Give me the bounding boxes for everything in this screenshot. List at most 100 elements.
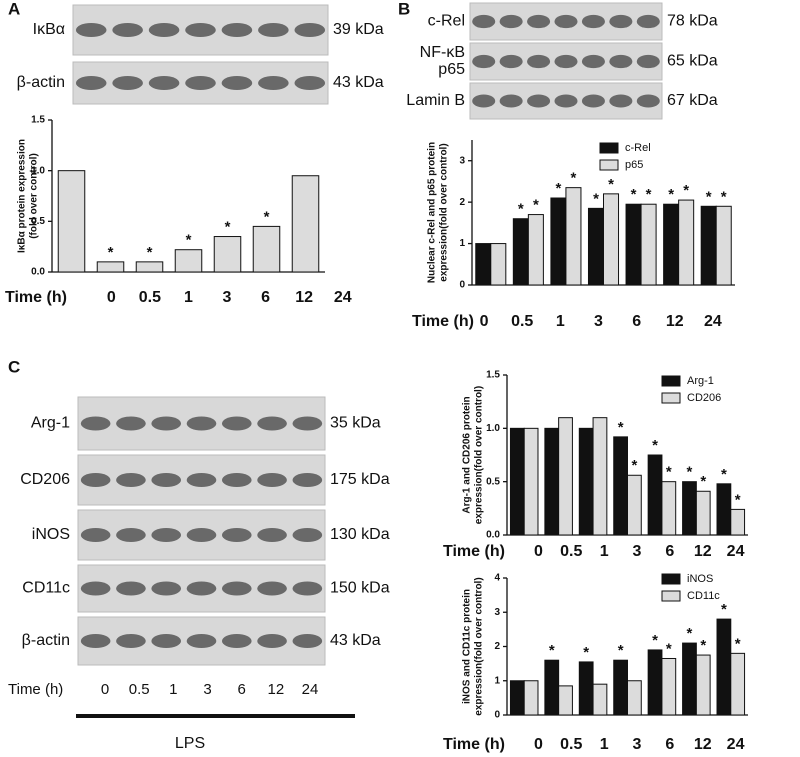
blot-band <box>554 94 578 108</box>
blot-band <box>292 581 323 596</box>
x-tick-label: 12 <box>694 543 712 560</box>
blot-band <box>186 634 217 648</box>
blot-band <box>499 14 523 29</box>
bar <box>700 205 717 286</box>
blot-band <box>609 54 633 69</box>
blot-label: c-Rel <box>428 13 465 30</box>
blot-band <box>80 528 111 542</box>
x-tick-label: 0 <box>107 289 116 306</box>
blot-label: p65 <box>438 61 465 78</box>
bar <box>625 203 642 286</box>
significance-marker: * <box>687 464 693 481</box>
blot-size: 35 kDa <box>330 415 381 432</box>
blot-band <box>292 528 323 542</box>
y-tick-label: 2 <box>459 197 465 208</box>
blot-band <box>609 14 633 29</box>
blot-band <box>257 634 287 648</box>
blot-band <box>151 528 182 542</box>
blot-band <box>221 581 252 596</box>
blot-band <box>581 54 605 69</box>
bar <box>512 218 529 286</box>
bar <box>592 417 608 536</box>
x-tick-label: 1 <box>600 543 609 560</box>
significance-marker: * <box>186 232 192 249</box>
y-tick-label: 4 <box>494 573 500 584</box>
blot-band <box>221 76 253 90</box>
panel-label: C <box>8 357 20 376</box>
bar <box>682 642 697 716</box>
blot-band <box>116 416 146 431</box>
significance-marker: * <box>108 244 114 261</box>
blot-label: Lamin B <box>406 92 465 109</box>
legend-label: CD11c <box>687 590 720 602</box>
bar <box>475 243 492 286</box>
blot-band <box>257 473 287 487</box>
blot-band <box>221 528 252 542</box>
bar <box>558 417 573 536</box>
significance-marker: * <box>264 208 270 225</box>
x-tick-label: 3 <box>594 313 603 330</box>
bar <box>523 427 539 536</box>
x-tick-label: 12 <box>666 313 684 330</box>
blot-size: 67 kDa <box>667 92 718 109</box>
blot-band <box>257 581 287 596</box>
blot-band <box>257 416 287 431</box>
x-axis-label: Time (h) <box>443 543 505 560</box>
time-tick-label: 1 <box>169 681 177 698</box>
x-axis-label: Time (h) <box>443 736 505 753</box>
time-tick-label: 3 <box>203 681 211 698</box>
y-axis-label: expression(fold over control) <box>439 143 450 281</box>
blot-band <box>221 23 253 37</box>
time-tick-label: 0.5 <box>129 681 150 698</box>
blot-band <box>148 76 180 90</box>
blot-label: β-actin <box>22 632 70 649</box>
significance-marker: * <box>518 201 524 218</box>
bar <box>509 427 525 536</box>
bar <box>682 481 697 536</box>
y-axis-label: (fold over control) <box>29 153 40 239</box>
significance-marker: * <box>593 190 599 207</box>
bar <box>663 203 680 286</box>
significance-marker: * <box>618 642 624 659</box>
blot-size: 43 kDa <box>333 74 384 91</box>
x-tick-label: 3 <box>633 543 642 560</box>
bar <box>544 659 560 716</box>
legend-swatch <box>599 142 619 154</box>
blot-band <box>257 528 287 542</box>
blot-band <box>581 14 605 29</box>
legend-swatch <box>661 375 681 387</box>
blot-band <box>636 14 660 29</box>
x-tick-label: 6 <box>665 736 674 753</box>
blot-band <box>499 54 523 69</box>
blot-band <box>472 94 496 108</box>
significance-marker: * <box>700 473 706 490</box>
y-tick-label: 0.0 <box>31 267 45 278</box>
significance-marker: * <box>666 464 672 481</box>
y-tick-label: 1.5 <box>486 370 500 381</box>
y-tick-label: 0.0 <box>486 530 500 541</box>
blot-band <box>527 54 551 69</box>
time-tick-label: 24 <box>302 681 319 698</box>
legend-swatch <box>661 590 681 602</box>
significance-marker: * <box>735 491 741 508</box>
bar <box>730 652 746 716</box>
x-tick-label: 24 <box>704 313 722 330</box>
bar <box>174 249 203 273</box>
legend-label: c-Rel <box>625 142 651 154</box>
y-axis-label: iNOS and CD11c protein <box>462 589 473 704</box>
bar <box>565 187 582 286</box>
legend-label: CD206 <box>687 392 721 404</box>
bar <box>613 436 629 536</box>
blot-band <box>221 634 252 648</box>
blot-label: CD206 <box>20 471 70 488</box>
bar <box>661 657 677 716</box>
blot-size: 39 kDa <box>333 21 384 38</box>
legend-label: Arg-1 <box>687 375 714 387</box>
blot-band <box>186 473 217 487</box>
bar <box>550 197 567 286</box>
x-tick-label: 24 <box>727 736 745 753</box>
significance-marker: * <box>721 188 727 205</box>
bar <box>252 225 281 273</box>
significance-marker: * <box>225 219 231 236</box>
blot-size: 175 kDa <box>330 471 390 488</box>
